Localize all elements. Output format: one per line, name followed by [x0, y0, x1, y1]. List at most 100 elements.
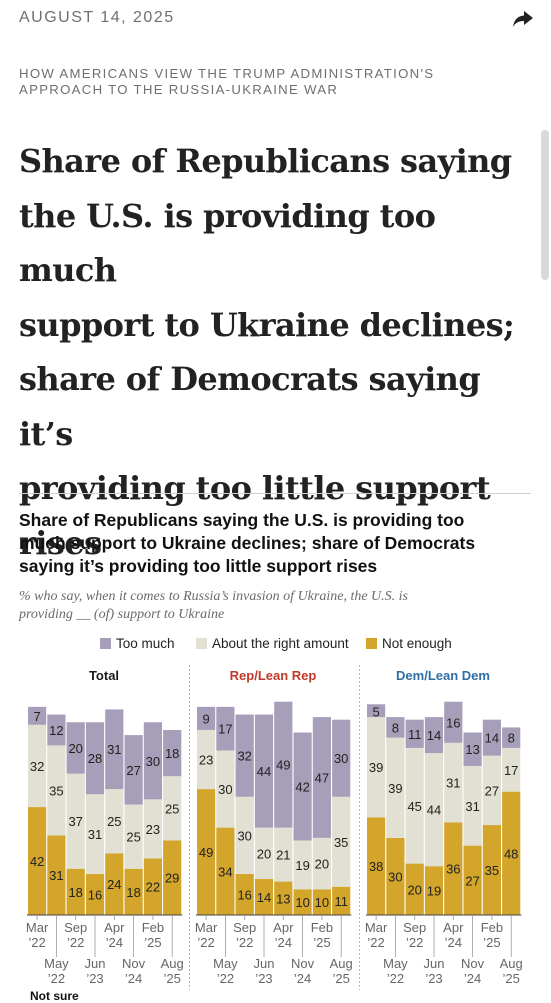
bar-segment-right-amount: [47, 745, 66, 836]
data-label: 31: [465, 799, 479, 814]
chart-title-line: Share of Republicans saying the U.S. is …: [19, 510, 465, 530]
legend-label: About the right amount: [212, 636, 349, 651]
bar-segment-right-amount: [482, 755, 501, 826]
bar-segment-too-much: [502, 727, 521, 748]
x-tick-label: ’25: [503, 971, 520, 986]
data-label: 42: [30, 854, 44, 869]
bar-segment-right-amount: [405, 747, 424, 864]
x-tick-label: May: [213, 956, 238, 971]
data-label: 27: [465, 873, 479, 888]
data-label: 49: [199, 845, 213, 860]
data-label: 20: [315, 857, 329, 872]
bar-segment-right-amount: [66, 773, 85, 869]
bar-segment-too-much: [332, 719, 351, 797]
kicker-line: APPROACH TO THE RUSSIA-UKRAINE WAR: [19, 82, 339, 97]
data-label: 49: [276, 758, 290, 773]
data-label: 39: [369, 760, 383, 775]
x-tick-label: ’25: [313, 935, 330, 950]
data-label: 30: [334, 751, 348, 766]
data-label: 18: [68, 885, 82, 900]
bar-segment-right-amount: [216, 750, 235, 828]
data-label: 48: [504, 846, 518, 861]
bar-segment-right-amount: [197, 729, 216, 790]
bar-segment-too-much: [28, 706, 47, 725]
data-label: 17: [504, 763, 518, 778]
x-tick-label: Sep: [403, 920, 426, 935]
bar-segment-not-enough: [424, 866, 444, 915]
x-tick-label: Sep: [64, 920, 87, 935]
bar-segment-right-amount: [367, 717, 386, 818]
bar-segment-not-enough: [235, 873, 254, 915]
bar-segment-not-enough: [367, 817, 386, 915]
bar-segment-not-enough: [463, 845, 482, 915]
bar-segment-not-enough: [312, 889, 331, 915]
bar-segment-right-amount: [143, 799, 162, 859]
x-tick-label: Apr: [443, 920, 464, 935]
bar-segment-too-much: [66, 722, 85, 774]
x-tick-label: ’25: [333, 971, 350, 986]
bar-segment-too-much: [254, 714, 274, 828]
data-label: 14: [257, 890, 271, 905]
x-tick-label: May: [383, 956, 408, 971]
data-label: 25: [165, 801, 179, 816]
bar-segment-not-enough: [502, 791, 521, 915]
bar-segment-too-much: [293, 732, 312, 841]
data-label: 35: [334, 835, 348, 850]
bar-segment-not-enough: [332, 886, 351, 915]
data-label: 18: [126, 885, 140, 900]
bar-segment-right-amount: [293, 840, 312, 890]
x-tick-label: ’22: [197, 935, 214, 950]
legend-swatch: [196, 638, 207, 649]
data-label: 35: [49, 783, 63, 798]
x-tick-label: Aug: [330, 956, 353, 971]
bar-segment-too-much: [124, 735, 143, 805]
x-tick-label: ’22: [48, 971, 65, 986]
bar-segment-not-enough: [66, 868, 85, 915]
x-tick-label: ’24: [464, 971, 481, 986]
panel-title: Dem/Lean Dem: [396, 668, 490, 683]
bar-segment-right-amount: [332, 796, 351, 887]
scrollbar-thumb[interactable]: [541, 130, 549, 280]
bar-segment-not-enough: [444, 822, 463, 915]
x-tick-label: Nov: [122, 956, 146, 971]
data-label: 42: [295, 780, 309, 795]
bar-segment-right-amount: [85, 794, 105, 874]
data-label: 16: [237, 887, 251, 902]
x-tick-label: ’22: [236, 935, 253, 950]
x-tick-label: ’22: [28, 935, 45, 950]
x-tick-label: Mar: [365, 920, 388, 935]
data-label: 36: [446, 862, 460, 877]
bar-segment-right-amount: [502, 747, 521, 792]
data-label: 14: [485, 731, 499, 746]
bar-segment-right-amount: [424, 753, 444, 867]
data-label: 12: [49, 723, 63, 738]
data-label: 7: [33, 709, 40, 724]
data-label: 19: [295, 858, 309, 873]
data-label: 38: [369, 859, 383, 874]
share-button[interactable]: [512, 9, 534, 29]
bar-segment-not-enough: [143, 858, 162, 915]
data-label: 13: [465, 742, 479, 757]
x-tick-label: ’24: [275, 935, 292, 950]
x-tick-label: Nov: [461, 956, 485, 971]
bar-segment-not-enough: [482, 825, 501, 915]
headline-line: rises: [19, 523, 102, 562]
x-tick-label: ’22: [367, 935, 384, 950]
legend-label: Not enough: [382, 636, 452, 651]
x-tick-label: ’23: [425, 971, 442, 986]
bar-segment-not-enough: [105, 853, 124, 915]
x-tick-label: ’24: [294, 971, 311, 986]
data-label: 24: [107, 877, 121, 892]
bar-segment-too-much: [424, 717, 444, 754]
bar-segment-not-enough: [254, 879, 274, 915]
bar-segment-too-much: [274, 701, 293, 828]
data-label: 32: [237, 749, 251, 764]
x-tick-label: ’24: [106, 935, 123, 950]
article-kicker[interactable]: HOW AMERICANS VIEW THE TRUMP ADMINISTRAT…: [19, 66, 519, 98]
x-tick-label: ’24: [445, 935, 462, 950]
chart-title-line: saying it’s providing too little support…: [19, 556, 378, 576]
x-tick-label: Nov: [291, 956, 315, 971]
bar-segment-not-enough: [405, 863, 424, 915]
chart-subtitle: % who say, when it comes to Russia’s inv…: [19, 588, 529, 624]
data-label: 18: [165, 746, 179, 761]
